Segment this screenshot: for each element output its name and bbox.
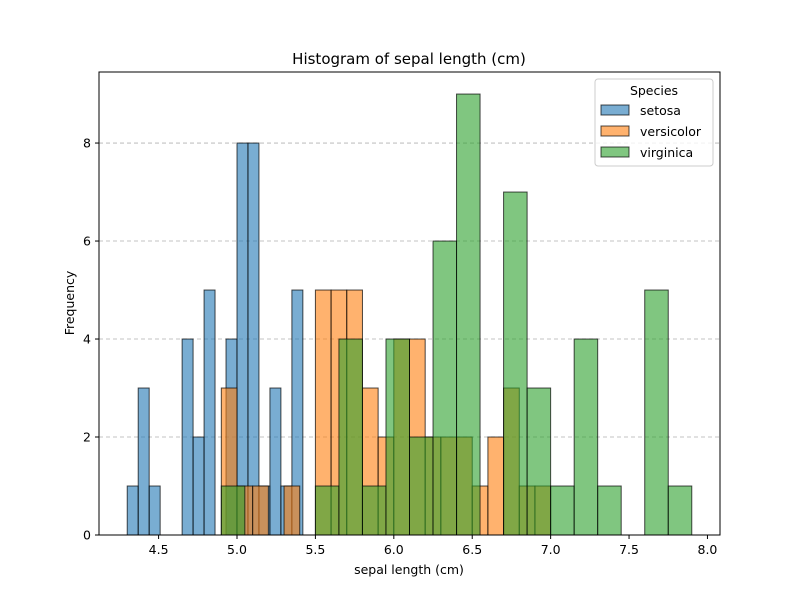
legend: Species setosa versicolor virginica <box>594 78 714 167</box>
x-tick-label: 6.5 <box>462 542 482 557</box>
histogram-bar-setosa <box>126 485 139 536</box>
x-tick-label: 5.5 <box>305 542 325 557</box>
histogram-bar-virginica <box>667 485 693 536</box>
y-axis-label: Frequency <box>62 270 77 335</box>
histogram-bar-setosa <box>236 142 249 536</box>
histogram-bar-versicolor <box>252 485 269 536</box>
histogram-bar-virginica <box>597 485 622 536</box>
y-tick-label: 4 <box>83 332 91 347</box>
histogram-bar-virginica <box>361 485 387 536</box>
histogram-bar-setosa <box>148 485 161 536</box>
x-axis: 4.5 5.0 5.5 6.0 6.5 7.0 7.5 8.0 <box>149 535 718 557</box>
histogram-bar-virginica <box>385 338 410 536</box>
histogram-bar-setosa <box>203 289 216 536</box>
y-tick-label: 0 <box>83 528 91 543</box>
y-tick-label: 6 <box>83 234 91 249</box>
legend-label-versicolor: versicolor <box>640 124 702 139</box>
plot-frame <box>98 71 721 536</box>
histogram-bar-virginica <box>573 338 599 536</box>
y-axis: 0 2 4 6 8 <box>83 136 99 543</box>
histogram-bar-virginica <box>409 436 434 536</box>
plot-bars <box>126 93 693 536</box>
histogram-bar-versicolor <box>487 436 505 536</box>
histogram-bar-virginica <box>644 289 669 536</box>
x-tick-label: 4.5 <box>149 542 169 557</box>
histogram-bar-virginica <box>338 338 363 536</box>
x-axis-label: sepal length (cm) <box>354 562 464 577</box>
x-tick-label: 7.0 <box>541 542 561 557</box>
histogram-bar-versicolor <box>283 485 301 536</box>
y-tick-label: 8 <box>83 136 91 151</box>
histogram-bar-setosa <box>192 436 205 536</box>
legend-entries: setosa versicolor virginica <box>600 103 702 160</box>
legend-label-setosa: setosa <box>640 103 681 118</box>
histogram-bar-virginica <box>220 485 246 536</box>
legend-swatch-setosa <box>600 104 630 116</box>
histogram-bar-setosa <box>269 387 282 536</box>
histogram-bar-setosa <box>247 142 260 536</box>
x-tick-label: 6.0 <box>384 542 404 557</box>
histogram-bar-virginica <box>526 387 552 536</box>
legend-swatch-virginica <box>600 146 630 158</box>
legend-title: Species <box>630 83 678 98</box>
x-tick-label: 7.5 <box>619 542 639 557</box>
histogram-bar-setosa <box>137 387 150 536</box>
x-tick-label: 5.0 <box>227 542 247 557</box>
legend-swatch-versicolor <box>600 125 630 137</box>
histogram-bar-virginica <box>503 191 528 536</box>
x-tick-label: 8.0 <box>698 542 718 557</box>
histogram-bar-virginica <box>432 240 458 536</box>
histogram-bar-setosa <box>181 338 194 536</box>
y-tick-label: 2 <box>83 430 91 445</box>
chart-title: Histogram of sepal length (cm) <box>292 50 526 68</box>
legend-label-virginica: virginica <box>640 145 693 160</box>
histogram-bar-virginica <box>550 485 575 536</box>
histogram-bar-virginica <box>314 485 340 536</box>
histogram-bar-virginica <box>456 93 481 536</box>
legend-box <box>594 78 714 167</box>
